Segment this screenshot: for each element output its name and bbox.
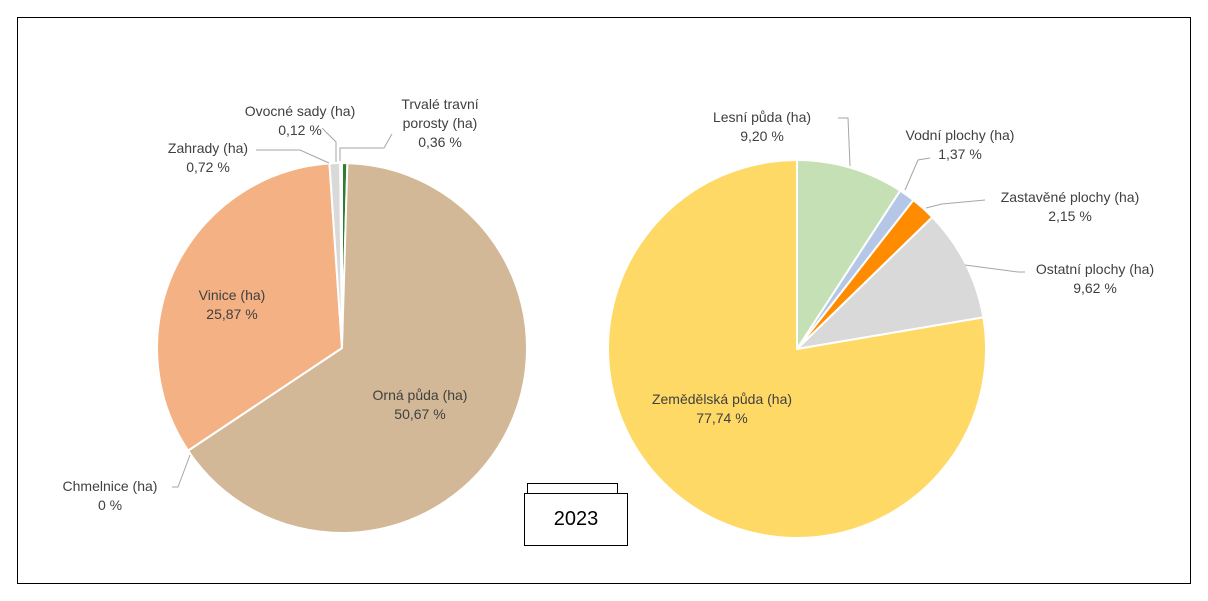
category-label: Lesní půda (ha) [712,109,812,125]
leader [339,133,393,161]
value-label: 0,12 % [278,122,322,138]
slice-label: Vinice (ha) 25,87 % [199,286,266,324]
category-label: Zastavěné plochy (ha) [1000,189,1140,205]
pie-slice [156,162,344,453]
slice-label: Lesní půda (ha) 9,20 % [713,108,811,146]
pie-slice [794,215,985,351]
value-label: 25,87 % [206,306,258,322]
leader [838,117,851,167]
slice-label: Vodní plochy (ha) 1,37 % [906,126,1015,164]
category-label: Ostatní plochy (ha) [1035,261,1155,277]
leader [321,127,337,162]
leader [172,454,191,488]
value-label: 77,74 % [696,410,748,426]
leader [925,199,986,209]
category-label: Chmelnice (ha) [62,478,158,494]
slice-label: Zastavěné plochy (ha) 2,15 % [1001,188,1140,226]
value-label: 2,15 % [1048,208,1092,224]
value-label: 9,62 % [1073,280,1117,296]
leader-lines [172,117,1025,488]
leader [256,149,330,164]
category-label: Vodní plochy (ha) [905,127,1015,143]
slice-label: Zemědělská půda (ha) 77,74 % [652,390,792,428]
pie-slice [607,158,987,539]
value-label: 0 % [97,497,123,513]
value-label: 1,37 % [938,146,982,162]
value-label: 50,67 % [394,406,446,422]
pie-slice [796,158,902,353]
category-label: Ovocné sady (ha) [244,103,356,119]
category-label: Zemědělská půda (ha) [651,391,793,407]
year-label: 2023 [524,493,628,546]
slice-label: Zahrady (ha) 0,72 % [168,139,248,177]
pie-slice [186,162,528,534]
pie-slice [339,161,343,349]
slice-label: Ovocné sady (ha) 0,12 % [245,102,356,140]
slice-label: Chmelnice (ha) 0 % [63,477,158,515]
frame [17,17,1191,584]
value-label: 0,72 % [186,159,230,175]
category-label: Trvalé travní porosty (ha) [401,96,479,131]
category-label: Orná půda (ha) [372,387,468,403]
category-label: Zahrady (ha) [167,140,249,156]
value-label: 0,36 % [418,134,462,150]
leader [904,157,931,191]
category-label: Vinice (ha) [198,287,266,303]
slice-label: Orná půda (ha) 50,67 % [373,386,468,424]
slice-label: Ostatní plochy (ha) 9,62 % [1036,260,1154,298]
leader [964,264,1025,273]
slice-label: Trvalé travní porosty (ha) 0,36 % [390,95,490,152]
value-label: 9,20 % [740,128,784,144]
